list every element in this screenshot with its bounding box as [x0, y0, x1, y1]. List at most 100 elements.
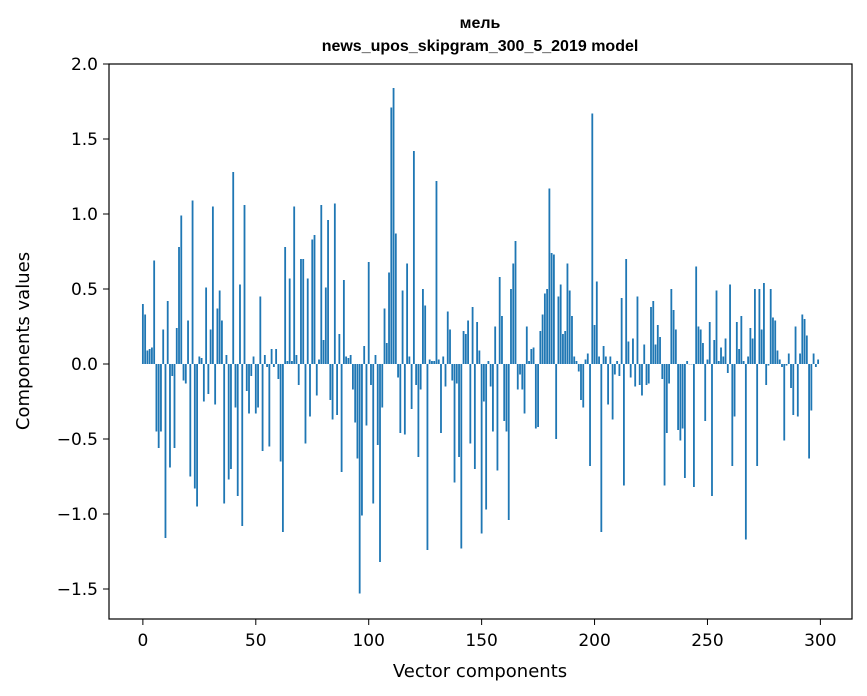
bar [216, 308, 219, 364]
bar [503, 364, 506, 421]
bar [435, 181, 438, 364]
bar [354, 364, 357, 423]
bar [677, 364, 680, 430]
bar [792, 364, 795, 415]
bar [571, 316, 573, 364]
bar [611, 364, 614, 420]
bar [431, 361, 433, 364]
bar [708, 322, 711, 364]
bar [514, 241, 517, 364]
bar [401, 290, 404, 364]
bar [460, 364, 463, 549]
y-tick-label: −1.0 [57, 505, 98, 525]
bar [557, 296, 560, 364]
bar [559, 284, 562, 364]
bar [270, 349, 273, 364]
bar [482, 364, 485, 402]
x-tick-label: 0 [137, 631, 148, 651]
bar [151, 347, 153, 364]
bar [496, 364, 499, 471]
bar [266, 364, 268, 367]
bar [566, 263, 569, 364]
bar [686, 361, 689, 364]
bar [668, 364, 670, 384]
bar [327, 220, 329, 364]
bar [189, 364, 192, 477]
bar [693, 364, 695, 487]
bar [146, 350, 149, 364]
bar [489, 364, 492, 387]
bar [521, 364, 524, 390]
bar [774, 320, 777, 364]
bar [783, 364, 786, 441]
bar [722, 356, 725, 364]
bar [236, 364, 239, 496]
bar [659, 337, 661, 364]
bar [501, 316, 503, 364]
bar [304, 364, 307, 444]
bar [333, 203, 336, 364]
bar [704, 364, 707, 421]
bar [390, 107, 393, 364]
bar [485, 364, 488, 510]
bar [562, 334, 564, 364]
bar [778, 359, 781, 364]
bar [245, 364, 248, 391]
bar [342, 280, 345, 364]
ticks-group: 0 50 100 150 200 250 300 −1.5 −1.0 −0.5 0.0 0.5 1.0 1… [57, 55, 837, 651]
bar [160, 364, 162, 432]
bar [787, 353, 790, 364]
bar [760, 329, 763, 364]
bar [306, 278, 309, 364]
bar [437, 359, 440, 364]
bar [555, 364, 558, 439]
bar [403, 364, 406, 435]
bar [679, 364, 682, 441]
bar [654, 344, 657, 364]
bar [239, 284, 241, 364]
bar [715, 290, 718, 364]
bar [595, 281, 598, 364]
bar [731, 364, 734, 466]
bar [471, 307, 474, 364]
bar [729, 284, 731, 364]
bar [275, 349, 278, 364]
bar [552, 254, 555, 364]
bar [338, 334, 341, 364]
bar [726, 364, 729, 373]
bar [184, 364, 187, 384]
bar [202, 364, 205, 402]
bar [638, 364, 641, 385]
bar [582, 364, 585, 408]
bar [781, 364, 783, 367]
plot-frame [108, 63, 853, 620]
bar [580, 364, 582, 400]
x-tick-label: 200 [578, 631, 610, 651]
bar [191, 200, 194, 364]
bar [467, 320, 469, 364]
y-axis-label: Components values [13, 252, 34, 430]
bar [155, 364, 158, 432]
bar [309, 364, 311, 417]
bar [505, 364, 508, 432]
bar [257, 364, 259, 408]
bar [374, 355, 377, 364]
bar [534, 364, 537, 429]
bar [645, 364, 648, 385]
bar [302, 259, 305, 364]
bar [568, 290, 571, 364]
bar [268, 364, 271, 447]
bar [376, 364, 379, 445]
y-tick-label: 0.5 [71, 280, 98, 300]
bar [331, 364, 334, 420]
bar [627, 341, 630, 364]
bar [507, 364, 510, 520]
bar [196, 364, 198, 507]
bar [315, 364, 318, 396]
bar [385, 343, 388, 364]
bar [320, 205, 323, 364]
bar [756, 364, 759, 466]
bar [519, 364, 521, 375]
bar [209, 329, 212, 364]
bar [623, 364, 625, 486]
